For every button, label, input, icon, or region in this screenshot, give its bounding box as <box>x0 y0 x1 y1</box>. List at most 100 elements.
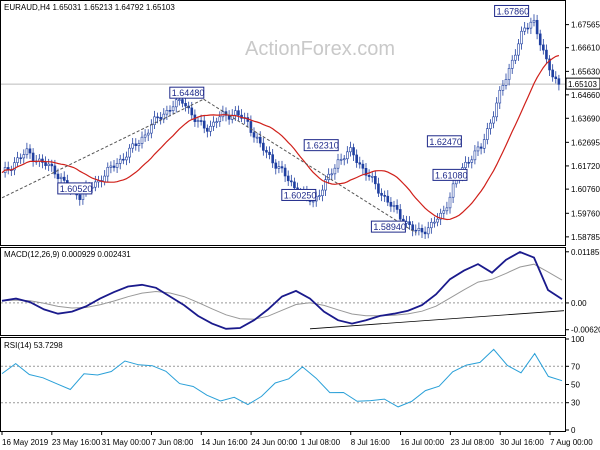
time-tick-label: 7 Jun 08:00 <box>151 438 193 447</box>
time-tick-label: 31 May 00:00 <box>102 438 151 447</box>
candle-body <box>501 85 505 91</box>
candle-body <box>426 227 430 235</box>
candle-body <box>16 157 19 163</box>
candle-body <box>56 173 60 180</box>
candle-body <box>333 167 337 175</box>
candle-body <box>439 212 442 220</box>
candle-body <box>448 196 452 209</box>
candle-body <box>53 165 57 175</box>
candle-body <box>538 33 542 46</box>
price-callout-label: 1.62470 <box>429 137 462 147</box>
candle-body <box>22 154 26 159</box>
macd-pane-title: MACD(12,26,9) 0.000929 0.002431 <box>4 250 131 259</box>
candle-body <box>174 99 178 108</box>
price-pane <box>0 0 566 246</box>
candle-body <box>255 136 259 139</box>
time-tick-label: 16 Jul 00:00 <box>401 438 445 447</box>
rsi-pane-title: RSI(14) 53.7298 <box>4 341 63 350</box>
candle-body <box>115 163 119 168</box>
candle-body <box>464 161 467 168</box>
candle-body <box>520 30 523 45</box>
callout-layer: 1.60520 1.64480 1.60250 1.62310 1.58940 1.610… <box>57 4 529 233</box>
moving-average-line <box>1 54 560 221</box>
candle-body <box>13 162 16 171</box>
trendline-up <box>1 98 204 199</box>
price-callout-box <box>281 188 317 201</box>
macd-signal-line <box>1 263 563 320</box>
price-tick-label: 1.67565 <box>571 21 600 30</box>
candle-body <box>134 143 138 146</box>
time-tick-label: 7 Aug 00:00 <box>550 438 593 447</box>
candle-body <box>118 158 122 164</box>
candle-body <box>280 166 284 169</box>
candle-body <box>184 102 187 107</box>
candle-body <box>545 49 548 60</box>
candle-body <box>190 107 194 116</box>
macd-line <box>1 251 563 330</box>
price-tick-label: 1.65630 <box>571 67 600 76</box>
candle-body <box>486 128 489 140</box>
candle-body <box>206 127 209 132</box>
macd-tick-label: 0.011855 <box>571 248 600 257</box>
candle-body <box>355 154 358 163</box>
rsi-tick-label: 100 <box>571 335 585 344</box>
rsi-tick-label: 50 <box>571 381 580 390</box>
trendline-down <box>203 98 417 234</box>
current-price-tag <box>565 77 600 90</box>
candle-body <box>109 165 113 168</box>
candle-body <box>504 79 508 86</box>
candle-body <box>47 163 50 166</box>
candle-body <box>212 121 215 127</box>
candle-body <box>31 152 35 162</box>
time-tick-label: 14 Jun 16:00 <box>201 438 248 447</box>
candle-body <box>349 147 352 153</box>
candle-body <box>358 162 362 165</box>
candle-body <box>321 189 324 196</box>
rsi-tick-label: 70 <box>571 362 580 371</box>
time-tick-label: 24 Jun 00:00 <box>251 438 298 447</box>
candle-body <box>361 163 365 169</box>
candle-body <box>137 143 141 146</box>
candle-body <box>473 150 477 161</box>
price-pane-title: EURAUD,H4 1.65031 1.65213 1.64792 1.6510… <box>4 3 175 12</box>
candle-body <box>202 120 206 129</box>
price-tick-label: 1.59760 <box>571 209 600 218</box>
price-callout-label: 1.60520 <box>60 184 93 194</box>
candle-body <box>395 205 399 210</box>
rsi-axis: 100 70 50 30 0 <box>1 335 585 435</box>
price-callout-box <box>57 182 93 195</box>
current-price-label: 1.65103 <box>568 80 597 89</box>
candle-body <box>392 205 396 207</box>
price-callout-label: 1.64480 <box>172 88 205 98</box>
price-callout-box <box>303 139 339 152</box>
candle-body <box>237 110 240 116</box>
rsi-layer <box>1 348 563 408</box>
candle-body <box>283 167 287 177</box>
candle-body <box>62 176 66 181</box>
candle-body <box>492 116 495 124</box>
candle-body <box>181 99 184 104</box>
price-tick-label: 1.62695 <box>571 138 600 147</box>
candle-body <box>495 102 498 118</box>
candle-body <box>436 218 439 223</box>
price-callout-label: 1.60250 <box>284 190 317 200</box>
macd-tick-label: -0.006206 <box>571 326 600 335</box>
price-callout-box <box>426 135 462 148</box>
candle-body <box>489 122 492 129</box>
candle-body <box>122 158 125 161</box>
price-callout-box <box>432 168 468 181</box>
candle-body <box>78 194 82 200</box>
candle-body <box>414 229 418 232</box>
price-layer: 1.65103 <box>1 14 600 239</box>
time-tick-label: 8 Jul 16:00 <box>351 438 391 447</box>
candle-body <box>290 180 293 183</box>
price-tick-label: 1.66610 <box>571 44 600 53</box>
candle-body <box>150 124 153 134</box>
candle-body <box>411 224 414 231</box>
candle-body <box>374 176 377 185</box>
price-callout-box <box>370 220 406 233</box>
candle-body <box>339 158 343 161</box>
price-tick-label: 1.58785 <box>571 233 600 242</box>
candle-body <box>249 121 253 133</box>
candle-body <box>417 227 421 231</box>
